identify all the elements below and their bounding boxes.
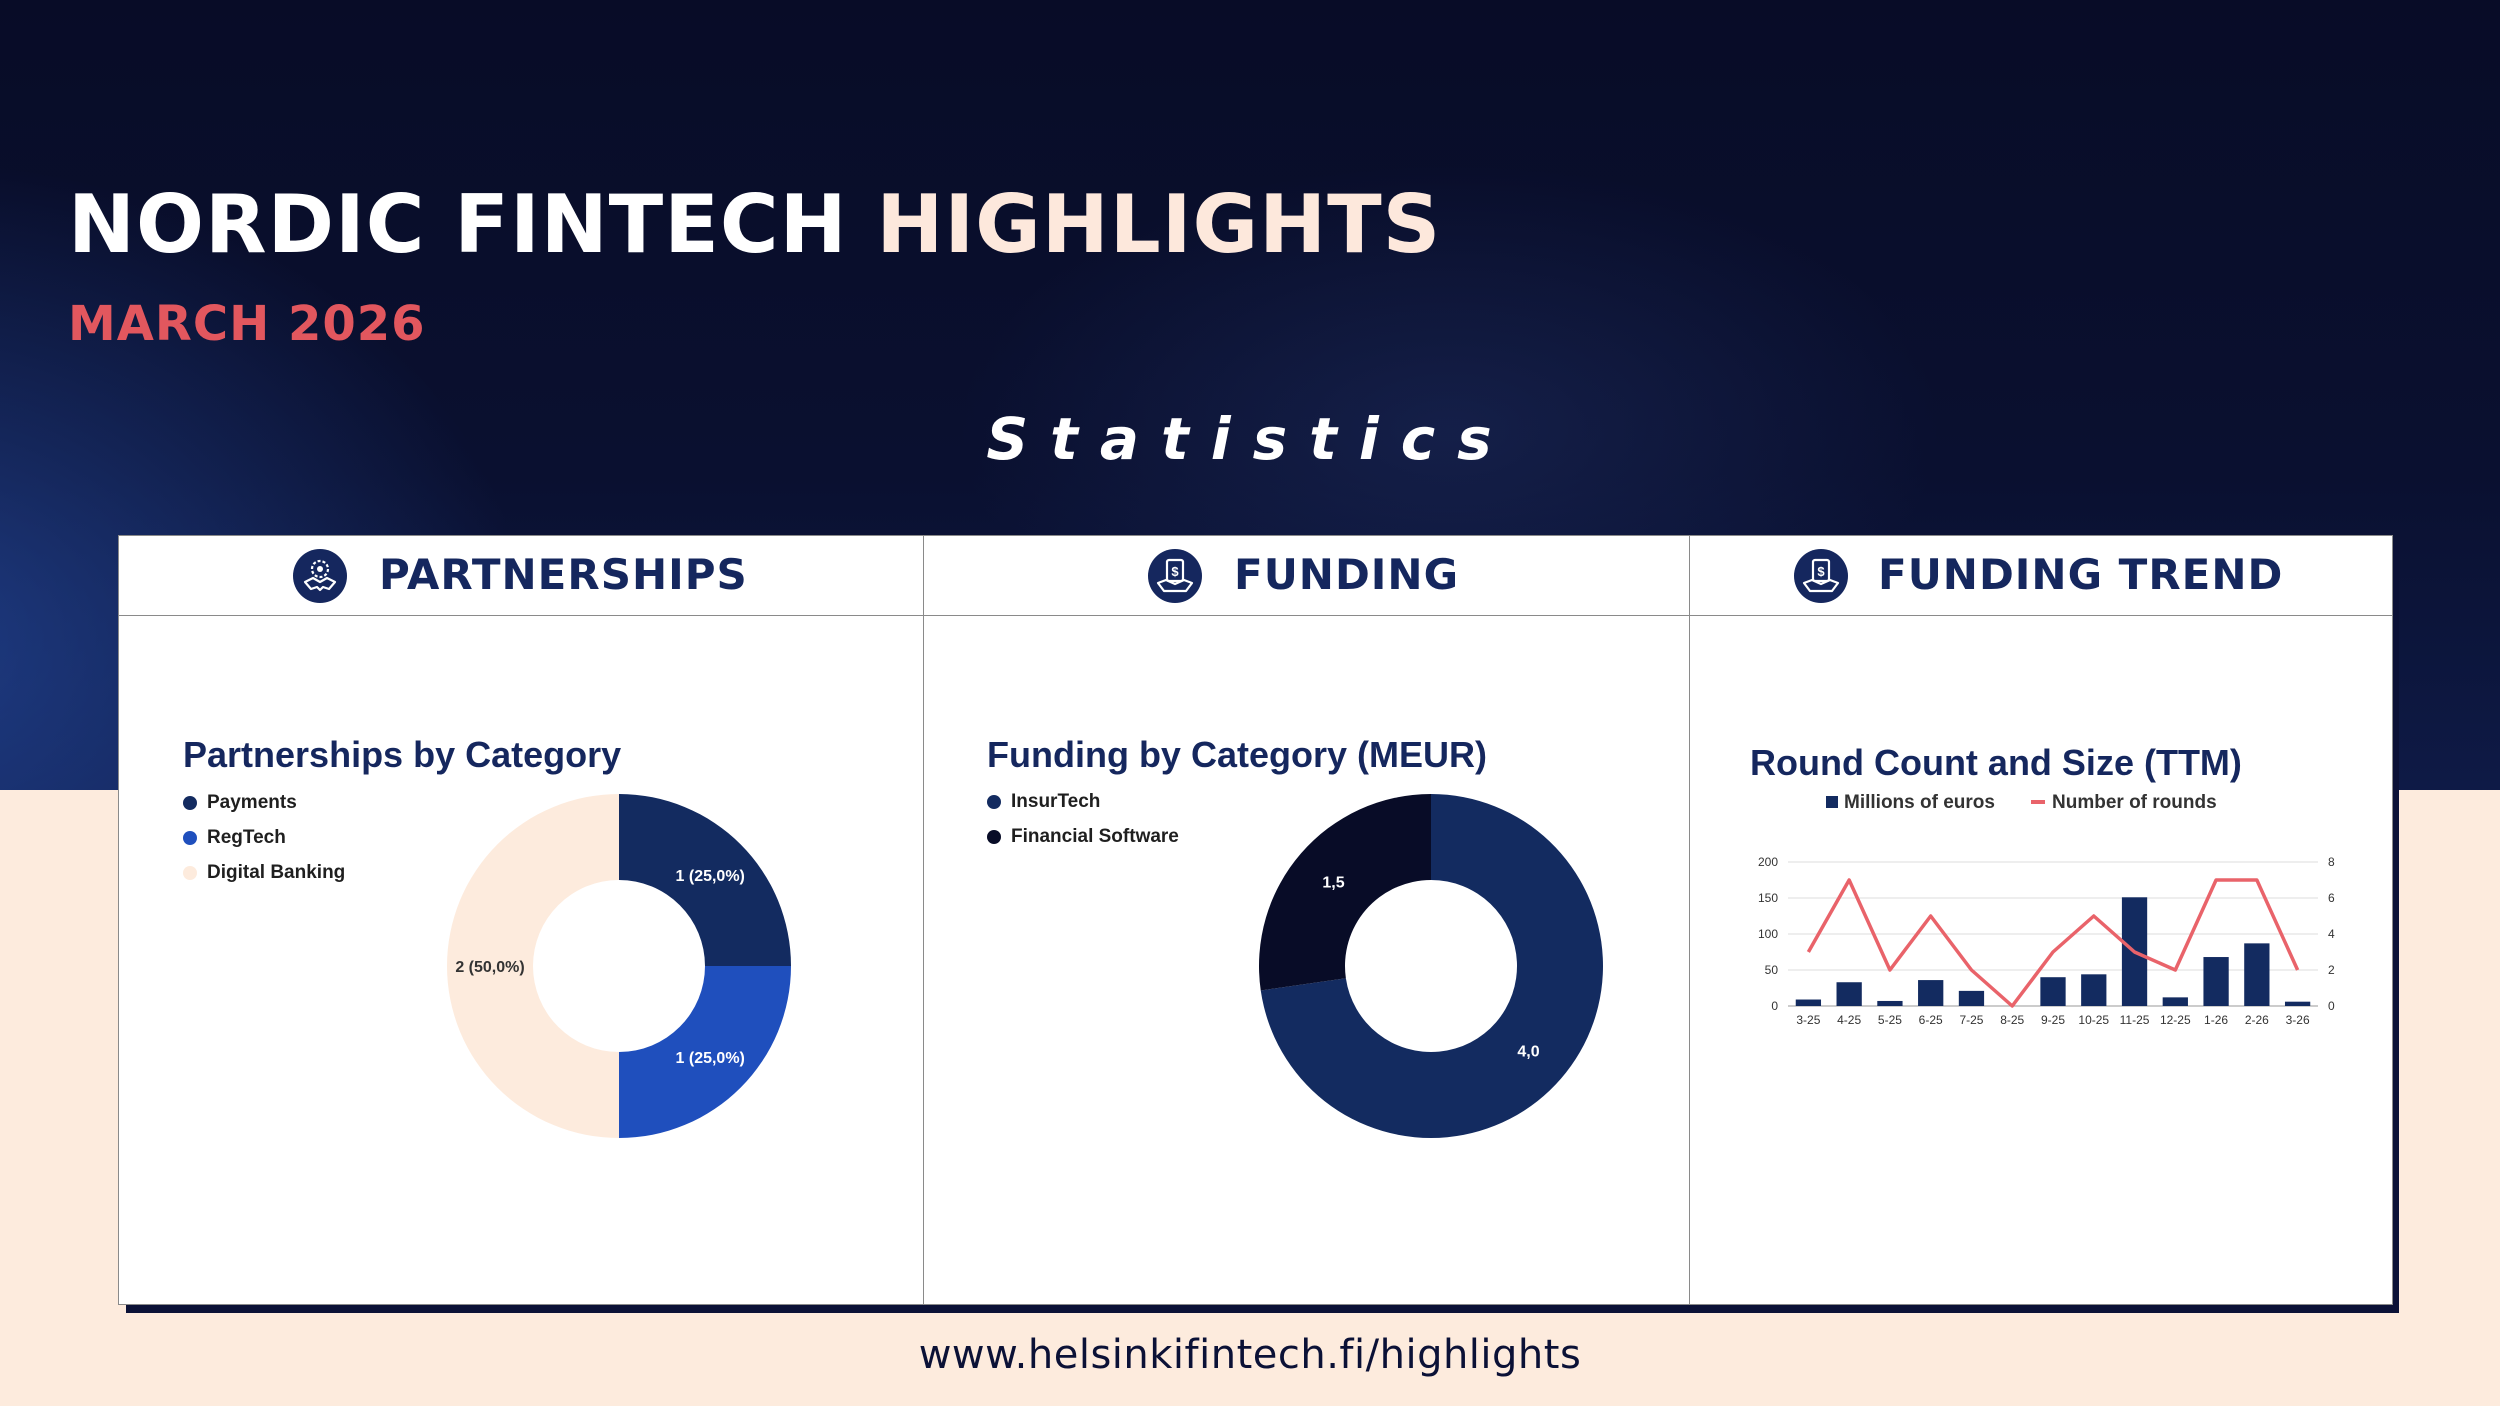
chart-legend: Millions of euros Number of rounds <box>1826 792 2217 813</box>
x-tick-label: 3-26 <box>2286 1013 2310 1027</box>
page-title: NORDIC FINTECH HIGHLIGHTS <box>68 178 1442 271</box>
legend-label: Number of rounds <box>2052 792 2217 813</box>
partnerships-header: PARTNERSHIPS <box>119 536 924 616</box>
footer-url[interactable]: www.helsinkifintech.fi/highlights <box>918 1332 1582 1378</box>
y-tick-label: 200 <box>1758 855 1778 869</box>
y-tick-label: 150 <box>1758 891 1778 905</box>
bar <box>2162 997 2188 1006</box>
legend-item: RegTech <box>183 820 345 855</box>
page-subtitle: MARCH 2026 <box>68 296 426 352</box>
legend-swatch <box>183 795 197 810</box>
x-tick-label: 9-25 <box>2041 1013 2065 1027</box>
y-tick-label: 0 <box>1771 999 1778 1013</box>
y2-tick-label: 8 <box>2328 855 2335 869</box>
donut-slice <box>1259 794 1431 991</box>
section-title: Statistics <box>986 405 1514 473</box>
donut-slice <box>1260 794 1603 1138</box>
x-tick-label: 3-25 <box>1796 1013 1820 1027</box>
funding-trend-panel: $ FUNDING TREND Round Count and Size (TT… <box>1689 535 2393 1305</box>
y-tick-label: 100 <box>1758 927 1778 941</box>
bar <box>1877 1000 1903 1006</box>
partnerships-donut-chart: 1 (25,0%) 1 (25,0%) 2 (50,0%) <box>447 794 791 1138</box>
legend-item: InsurTech <box>987 784 1179 819</box>
bar <box>1795 999 1822 1006</box>
y2-tick-label: 0 <box>2328 999 2335 1013</box>
donut-slice <box>447 794 619 1138</box>
x-tick-label: 6-25 <box>1919 1013 1943 1027</box>
legend-label: Millions of euros <box>1844 792 1995 813</box>
funding-label: FUNDING <box>1234 550 1460 599</box>
funding-donut-chart: 4,0 1,5 <box>1259 794 1603 1138</box>
bar <box>1918 980 1944 1006</box>
x-tick-label: 5-25 <box>1878 1013 1902 1027</box>
y-tick-label: 50 <box>1765 963 1779 977</box>
x-tick-label: 10-25 <box>2078 1013 2109 1027</box>
x-tick-label: 12-25 <box>2160 1013 2191 1027</box>
slice-label: 1 (25,0%) <box>676 1050 745 1067</box>
legend-swatch <box>183 830 197 845</box>
slice-label: 1 (25,0%) <box>676 868 745 885</box>
legend-item: Financial Software <box>987 819 1179 854</box>
bar <box>2040 977 2066 1006</box>
rounds-line <box>1806 878 2300 1008</box>
legend-swatch-bar <box>1826 796 1838 808</box>
funding-trend-label: FUNDING TREND <box>1878 550 2284 599</box>
legend-item: Payments <box>183 785 345 820</box>
bar <box>1836 982 1862 1006</box>
slice-label: 1,5 <box>1322 875 1344 892</box>
legend-swatch <box>183 865 197 880</box>
x-tick-label: 4-25 <box>1837 1013 1861 1027</box>
funding-trend-header: $ FUNDING TREND <box>1690 536 2392 616</box>
y2-tick-label: 6 <box>2328 891 2335 905</box>
bar <box>2203 957 2229 1006</box>
funding-panel: $ FUNDING Funding by Category (MEUR) Ins… <box>923 535 1691 1305</box>
legend-item: Digital Banking <box>183 855 345 890</box>
svg-text:$: $ <box>1817 564 1825 579</box>
x-tick-label: 2-26 <box>2245 1013 2269 1027</box>
x-tick-label: 1-26 <box>2204 1013 2228 1027</box>
bar <box>1958 990 1985 1006</box>
bar <box>2081 974 2107 1006</box>
partnerships-label: PARTNERSHIPS <box>379 550 748 599</box>
money-hand-icon: $ <box>1794 549 1848 603</box>
y2-tick-label: 4 <box>2328 927 2335 941</box>
donut-slice <box>619 794 791 966</box>
chart-title: Funding by Category (MEUR) <box>987 734 1487 775</box>
funding-header: $ FUNDING <box>924 536 1690 616</box>
title-highlight: HIGHLIGHTS <box>876 178 1442 271</box>
bar <box>2244 943 2270 1006</box>
chart-title: Partnerships by Category <box>183 734 622 775</box>
round-count-size-chart: Millions of euros Number of rounds 0 0 50 2 10… <box>1758 792 2335 1027</box>
chart-title: Round Count and Size (TTM) <box>1750 742 2242 783</box>
legend-swatch <box>987 794 1001 809</box>
chart-legend: InsurTech Financial Software <box>987 784 1179 854</box>
y2-tick-label: 2 <box>2328 963 2335 977</box>
donut-slice <box>619 966 791 1138</box>
x-tick-label: 7-25 <box>1959 1013 1983 1027</box>
money-hand-icon: $ <box>1148 549 1202 603</box>
legend-swatch <box>987 829 1001 844</box>
bar <box>2284 1001 2311 1006</box>
partnerships-panel: PARTNERSHIPS Partnerships by Category Pa… <box>118 535 925 1305</box>
slice-label: 2 (50,0%) <box>455 959 524 976</box>
svg-text:$: $ <box>1171 564 1179 579</box>
chart-legend: Payments RegTech Digital Banking <box>183 785 345 890</box>
x-tick-label: 11-25 <box>2120 1013 2150 1027</box>
handshake-gear-icon <box>293 549 347 603</box>
x-tick-label: 8-25 <box>2000 1013 2024 1027</box>
slice-label: 4,0 <box>1517 1043 1539 1060</box>
